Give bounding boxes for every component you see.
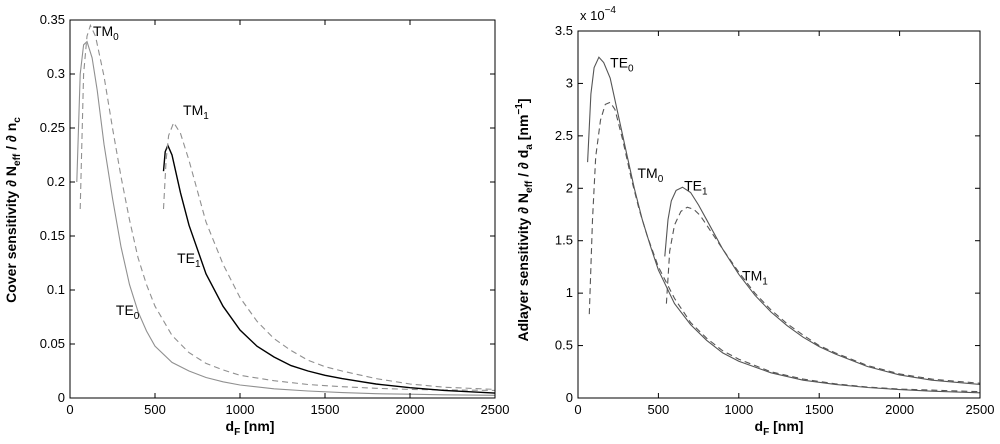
cover-x-tick-label: 2000	[396, 402, 425, 417]
adlayer-scale-label: x 10−4	[580, 5, 616, 23]
cover-x-tick-label: 500	[144, 402, 166, 417]
adlayer-sensitivity-annotations: TE0 TM0 TE1 TM1	[610, 55, 768, 288]
cover-sensitivity-ticks: 0 500 1000 1500 2000 2500 0 0.05 0.1 0.15 0.2 0.25 0…	[40, 12, 510, 417]
adlayer-annotation-tm1: TM1	[742, 268, 768, 288]
cover-annotation-te0: TE0	[116, 302, 140, 322]
adlayer-y-tick-label: 0.5	[555, 338, 573, 353]
adlayer-y-tick-label: 2.5	[555, 128, 573, 143]
adlayer-annotation-te1: TE1	[684, 177, 708, 197]
cover-y-tick-label: 0.3	[47, 66, 65, 81]
cover-sensitivity-chart: 0 500 1000 1500 2000 2500 0 0.05 0.1 0.15 0.2 0.25 0…	[3, 12, 509, 438]
adlayer-y-tick-label: 3.5	[555, 23, 573, 38]
adlayer-sensitivity-ticks: 0 500 1000 1500 2000 2500 0 0.5 1 1.5 2 2.5 3 3.5	[555, 23, 995, 417]
cover-y-tick-label: 0.15	[40, 228, 65, 243]
adlayer-y-tick-label: 1	[566, 285, 573, 300]
cover-y-tick-label: 0.25	[40, 120, 65, 135]
cover-annotation-tm0: TM0	[93, 23, 119, 43]
adlayer-series-te1-line	[664, 186, 981, 385]
adlayer-x-tick-label: 2000	[885, 402, 914, 417]
cover-y-tick-label: 0.35	[40, 12, 65, 27]
adlayer-x-tick-label: 500	[648, 402, 670, 417]
cover-y-tick-label: 0.1	[47, 282, 65, 297]
cover-series-te0-line	[76, 40, 496, 396]
adlayer-annotation-tm0: TM0	[637, 165, 663, 185]
adlayer-sensitivity-x-axis-label: dF [nm]	[755, 418, 804, 438]
adlayer-series-te0-line	[587, 56, 981, 394]
adlayer-x-tick-label: 2500	[966, 402, 995, 417]
cover-series-te1-line	[162, 143, 496, 394]
adlayer-sensitivity-y-axis-label: Adlayer sensitivity ∂ Neff / ∂ da [nm−1]	[514, 99, 535, 342]
adlayer-series-tm1-line	[665, 206, 981, 384]
cover-annotation-tm1: TM1	[183, 102, 209, 122]
adlayer-x-tick-label: 1500	[805, 402, 834, 417]
cover-sensitivity-series	[76, 23, 496, 396]
cover-y-tick-label: 0	[58, 390, 65, 405]
cover-sensitivity-x-axis-label: dF [nm]	[226, 418, 275, 438]
cover-x-tick-label: 0	[66, 402, 73, 417]
adlayer-series-tm0-line	[588, 101, 981, 393]
adlayer-sensitivity-plot-frame	[577, 30, 981, 399]
adlayer-x-tick-label: 0	[574, 402, 581, 417]
adlayer-annotation-te0: TE0	[610, 55, 634, 75]
cover-x-tick-label: 1500	[311, 402, 340, 417]
cover-y-tick-label: 0.2	[47, 174, 65, 189]
cover-sensitivity-y-axis-label: Cover sensitivity ∂ Neff / ∂ nc	[3, 117, 23, 303]
cover-x-tick-label: 1000	[226, 402, 255, 417]
cover-series-tm0-line	[79, 23, 496, 391]
cover-sensitivity-plot-frame	[69, 19, 496, 399]
adlayer-sensitivity-chart: 0 500 1000 1500 2000 2500 0 0.5 1 1.5 2 2.5 3 3.5 TE0…	[514, 5, 994, 438]
cover-y-tick-label: 0.05	[40, 336, 65, 351]
adlayer-y-tick-label: 2	[566, 180, 573, 195]
cover-sensitivity-annotations: TM0 TM1 TE1 TE0	[93, 23, 209, 322]
cover-series-tm1-line	[162, 121, 496, 390]
adlayer-y-tick-label: 3	[566, 75, 573, 90]
cover-x-tick-label: 2500	[481, 402, 510, 417]
adlayer-y-tick-label: 0	[566, 390, 573, 405]
cover-annotation-te1: TE1	[177, 250, 201, 270]
adlayer-y-tick-label: 1.5	[555, 233, 573, 248]
adlayer-sensitivity-series	[587, 56, 981, 394]
adlayer-x-tick-label: 1000	[724, 402, 753, 417]
